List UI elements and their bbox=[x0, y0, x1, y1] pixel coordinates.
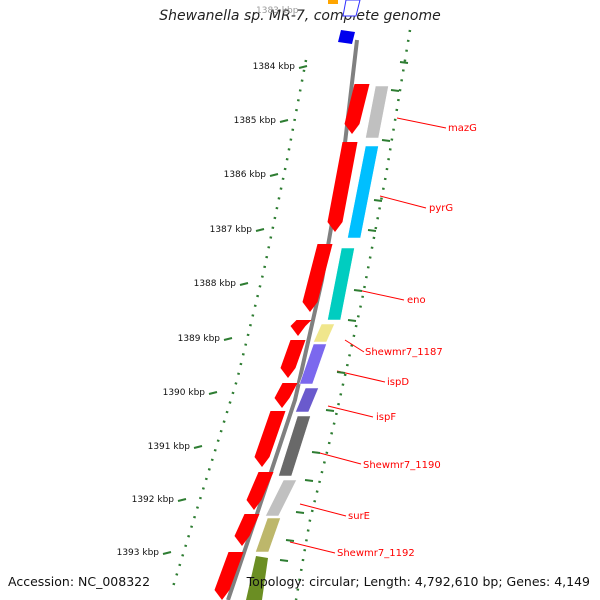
forward-gene-arrow bbox=[344, 84, 370, 134]
forward-gene-arrow bbox=[290, 320, 312, 336]
outer-tick bbox=[285, 539, 295, 542]
forward-gene-arrow bbox=[234, 514, 260, 546]
outer-tick bbox=[353, 289, 363, 292]
scale-tick bbox=[193, 445, 203, 449]
scale-tick-label: 1391 kbp bbox=[148, 442, 191, 452]
gene-feature bbox=[299, 343, 327, 385]
accession-text: Accession: NC_008322 bbox=[8, 574, 151, 589]
scale-tick bbox=[255, 228, 265, 232]
gene-feature bbox=[278, 415, 311, 477]
scale-tick bbox=[279, 119, 289, 123]
scale-ticks: 1383 kbp 1384 kbp 1385 kbp 1386 kbp 1387 kbp… bbox=[117, 6, 308, 558]
scale-tick bbox=[162, 551, 172, 555]
outer-tick bbox=[279, 559, 289, 562]
gene-label: mazG bbox=[448, 123, 477, 134]
outer-tick bbox=[295, 511, 305, 514]
outer-tick bbox=[399, 61, 409, 64]
gene-feature bbox=[265, 479, 297, 517]
gene-feature bbox=[295, 387, 319, 413]
gene-label: ispD bbox=[387, 377, 409, 388]
partial-orange-feature bbox=[328, 0, 338, 4]
scale-tick-label: 1386 kbp bbox=[224, 170, 267, 180]
scale-tick bbox=[298, 65, 308, 69]
scale-tick bbox=[177, 498, 187, 502]
partial-olive-feature bbox=[246, 556, 268, 600]
scale-tick bbox=[223, 337, 233, 341]
outer-tick bbox=[390, 89, 400, 92]
partial-blue-feature-2 bbox=[338, 30, 355, 44]
gene-label: pyrG bbox=[429, 203, 453, 214]
gene-label: Shewmr7_1187 bbox=[365, 347, 443, 358]
scale-tick-label: 1385 kbp bbox=[234, 116, 277, 126]
gene-feature bbox=[347, 145, 379, 239]
forward-strand-genes bbox=[214, 84, 370, 600]
genome-title: Shewanella sp. MR-7, complete genome bbox=[159, 8, 441, 24]
gene-label-leader bbox=[289, 541, 336, 554]
gene-label-leader bbox=[379, 195, 427, 209]
forward-gene-arrow bbox=[246, 472, 274, 510]
outer-tick bbox=[304, 479, 314, 482]
gene-label-leader bbox=[344, 339, 365, 353]
scale-tick-label: 1384 kbp bbox=[253, 62, 296, 72]
outer-tick bbox=[347, 319, 357, 322]
gene-label: ispF bbox=[376, 412, 396, 423]
forward-gene-arrow bbox=[254, 411, 286, 467]
gene-labels: mazG pyrG eno Shewmr7_1187 ispD ispF Shewmr7_1… bbox=[289, 117, 477, 559]
outer-tick bbox=[381, 139, 391, 142]
scale-tick bbox=[269, 173, 279, 177]
gene-label-leader bbox=[315, 451, 362, 465]
forward-gene-arrow bbox=[274, 383, 298, 408]
outer-tick-marks bbox=[279, 61, 409, 562]
gene-label: eno bbox=[407, 295, 426, 306]
gene-label: Shewmr7_1190 bbox=[363, 460, 441, 471]
gene-label: Shewmr7_1192 bbox=[337, 548, 415, 559]
scale-tick-label: 1393 kbp bbox=[117, 548, 160, 558]
forward-gene-arrow bbox=[327, 142, 358, 232]
scale-tick bbox=[208, 391, 218, 395]
gene-label: surE bbox=[348, 511, 370, 522]
colored-gene-features bbox=[246, 85, 389, 600]
scale-label-partial: 1383 kbp bbox=[256, 6, 299, 16]
outer-tick bbox=[373, 199, 383, 202]
gene-label-leader bbox=[327, 405, 374, 418]
partial-blue-feature bbox=[342, 0, 361, 17]
gene-feature bbox=[327, 247, 355, 321]
scale-tick-label: 1387 kbp bbox=[210, 225, 253, 235]
forward-gene-arrow bbox=[214, 552, 244, 600]
outer-tick bbox=[311, 451, 321, 454]
scale-tick-label: 1392 kbp bbox=[132, 495, 175, 505]
gene-label-leader bbox=[357, 289, 405, 301]
scale-tick-label: 1389 kbp bbox=[178, 334, 221, 344]
outer-tick bbox=[367, 229, 377, 232]
gene-feature bbox=[365, 85, 389, 139]
scale-tick bbox=[239, 282, 249, 286]
gene-label-leader bbox=[396, 117, 447, 129]
scale-tick-label: 1388 kbp bbox=[194, 279, 237, 289]
topology-summary: Topology: circular; Length: 4,792,610 bp… bbox=[246, 574, 590, 589]
forward-gene-arrow bbox=[280, 340, 306, 378]
gene-feature bbox=[255, 517, 281, 553]
outer-tick bbox=[325, 409, 335, 412]
scale-dotted-track bbox=[170, 59, 308, 591]
gene-feature bbox=[313, 323, 335, 343]
gene-label-leader bbox=[299, 503, 347, 517]
scale-tick-label: 1390 kbp bbox=[163, 388, 206, 398]
outer-tick bbox=[336, 371, 346, 374]
forward-gene-arrow bbox=[302, 244, 333, 312]
